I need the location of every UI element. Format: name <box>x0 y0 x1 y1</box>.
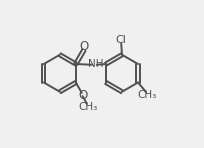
Text: NH: NH <box>88 59 103 69</box>
Text: O: O <box>78 89 87 102</box>
Text: CH₃: CH₃ <box>137 90 156 100</box>
Text: O: O <box>79 40 89 53</box>
Text: CH₃: CH₃ <box>78 102 98 112</box>
Text: Cl: Cl <box>116 35 127 45</box>
